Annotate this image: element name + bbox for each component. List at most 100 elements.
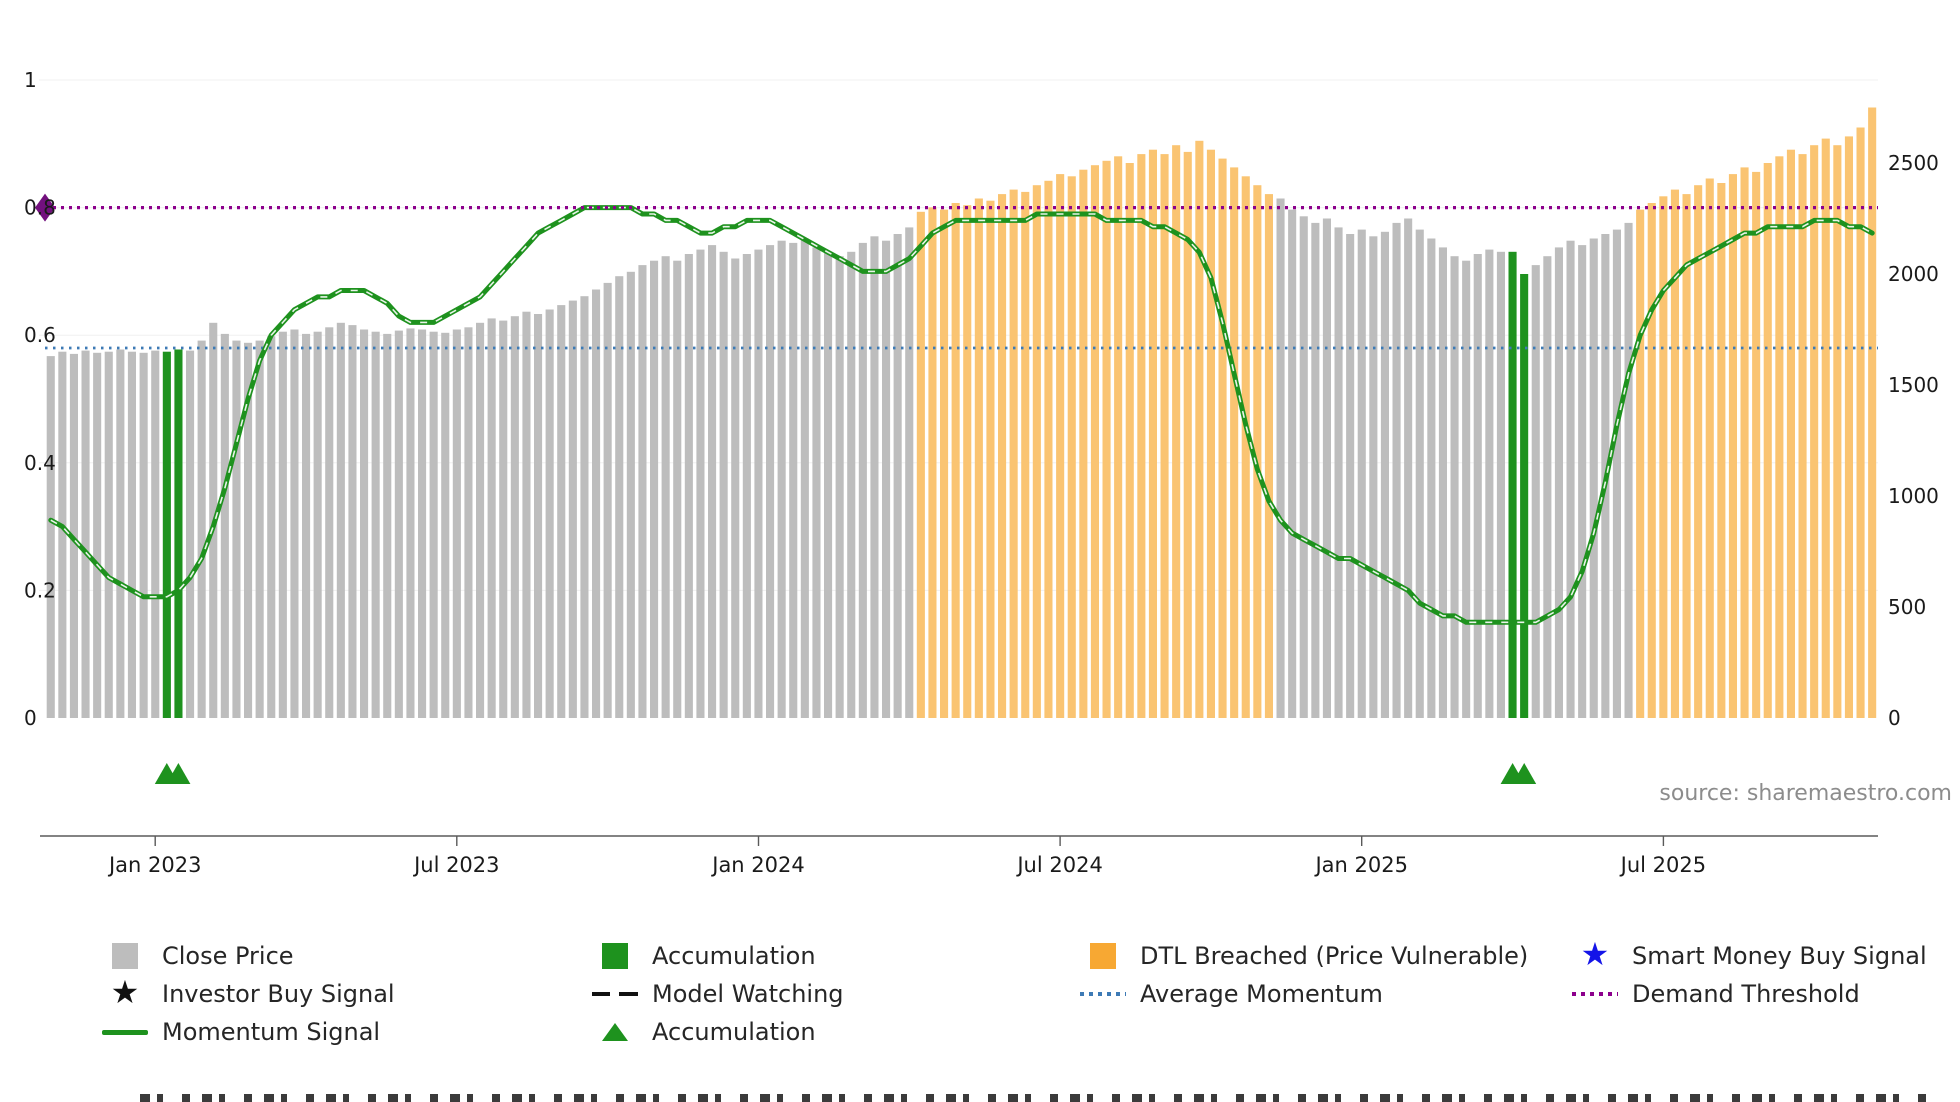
close-price-bar [1218, 158, 1227, 719]
close-price-bar [1264, 194, 1273, 719]
x-axis-tick-label: Jan 2024 [710, 853, 805, 877]
close-price-bar [1392, 222, 1401, 718]
close-price-bar [476, 322, 485, 718]
legend-item-investor-buy-signal: ★ Investor Buy Signal [100, 975, 395, 1013]
close-price-bar [1404, 218, 1413, 718]
close-price-bar [1520, 274, 1529, 718]
legend-item-model-watching: Model Watching [590, 975, 844, 1013]
close-price-bar [870, 236, 879, 719]
close-price-bar [603, 282, 612, 718]
close-price-bar [1206, 149, 1215, 718]
close-price-bar [1636, 209, 1645, 718]
close-price-bar [244, 342, 253, 718]
close-price-bar [1380, 231, 1389, 719]
close-price-bar [568, 300, 577, 718]
close-price-bar [1798, 154, 1807, 719]
close-price-bar [302, 333, 311, 718]
close-price-bar [1589, 238, 1598, 718]
close-price-bar [186, 350, 195, 718]
legend-item-label: Average Momentum [1140, 980, 1383, 1008]
close-price-bar [1763, 163, 1772, 718]
x-axis-tick-label: Jul 2024 [1015, 853, 1102, 877]
close-price-bar [116, 349, 125, 718]
close-price-bar [1694, 185, 1703, 718]
legend-item-label: Model Watching [652, 980, 844, 1008]
close-price-bar [1322, 218, 1331, 718]
close-price-bar [464, 327, 473, 718]
close-price-bar [1114, 156, 1123, 719]
close-price-bar [267, 336, 276, 718]
close-price-bar [360, 329, 369, 718]
close-price-bar [696, 249, 705, 718]
close-price-bar [371, 331, 380, 718]
close-price-bar [1311, 222, 1320, 718]
close-price-bar [963, 205, 972, 718]
legend-item-momentum-signal: Momentum Signal [100, 1013, 395, 1051]
close-price-bar [174, 349, 183, 718]
close-price-bar [499, 320, 508, 718]
close-price-bar [557, 305, 566, 718]
close-price-bar [1346, 234, 1355, 718]
left-axis-tick-label: 1 [24, 68, 37, 92]
close-price-bar [847, 251, 856, 719]
right-axis-tick-label: 2000 [1888, 262, 1939, 286]
legend-item-label: Close Price [162, 942, 294, 970]
left-axis-tick-label: 0 [24, 706, 37, 730]
close-price-bar [1102, 160, 1111, 719]
close-price-bar [882, 240, 891, 718]
close-price-bar [1682, 194, 1691, 719]
triangle-icon [590, 1023, 640, 1041]
close-price-bar [336, 322, 345, 718]
square-icon [1078, 943, 1128, 969]
close-price-bar [1844, 136, 1853, 718]
close-price-bar [1021, 191, 1030, 718]
legend-item-accumulation: Accumulation [590, 1013, 844, 1051]
close-price-bar [951, 203, 960, 718]
legend-item-label: Demand Threshold [1632, 980, 1860, 1008]
cropped-text-row [140, 1094, 1930, 1102]
close-price-bar [429, 331, 438, 718]
close-price-bar [220, 333, 229, 718]
legend-item-label: Accumulation [652, 942, 816, 970]
left-axis-tick-label: 0.4 [24, 451, 56, 475]
close-price-bar [1647, 203, 1656, 718]
close-price-bar [1856, 127, 1865, 718]
close-price-bar [348, 325, 357, 718]
right-axis-tick-label: 0 [1888, 706, 1901, 730]
close-price-bar [1450, 256, 1459, 718]
dashed-line-icon [590, 992, 640, 996]
close-price-bar [1728, 174, 1737, 719]
close-price-bar [197, 340, 206, 718]
source-note: source: sharemaestro.com [1659, 781, 1952, 806]
legend-column-3: DTL Breached (Price Vulnerable) Average M… [1078, 937, 1528, 1013]
close-price-bar [1508, 251, 1517, 719]
close-price-bar [684, 254, 693, 718]
close-price-bar [1183, 151, 1192, 718]
close-price-bar [1752, 171, 1761, 718]
close-price-bar [1868, 107, 1877, 718]
close-price-bar [1427, 238, 1436, 718]
close-price-bar [1717, 183, 1726, 718]
legend-column-1: Close Price ★ Investor Buy Signal Momentum … [100, 937, 395, 1051]
close-price-bar [1276, 198, 1285, 718]
close-price-bar [522, 311, 531, 718]
legend-item-label: DTL Breached (Price Vulnerable) [1140, 942, 1529, 970]
dotted-line-icon [1078, 992, 1128, 996]
x-axis-tick-label: Jul 2025 [1619, 853, 1706, 877]
close-price-bar [615, 276, 624, 718]
close-price-bar [418, 329, 427, 718]
close-price-bar [742, 254, 751, 718]
star-icon: ★ [1580, 935, 1610, 973]
close-price-bar [1705, 178, 1714, 718]
close-price-bar [81, 350, 90, 718]
legend-column-4: ★ Smart Money Buy Signal Demand Threshold [1570, 937, 1927, 1013]
demand-threshold-marker-icon [35, 193, 55, 222]
close-price-bar [1357, 229, 1366, 718]
close-price-bar [325, 327, 334, 718]
close-price-bar [708, 245, 717, 718]
price-momentum-chart: source: sharemaestro.com 00.20.40.60.810… [24, 68, 1952, 877]
close-price-bar [1670, 189, 1679, 719]
close-price-bar [789, 242, 798, 718]
right-axis-tick-label: 2500 [1888, 151, 1939, 175]
x-axis-tick-label: Jul 2023 [412, 853, 499, 877]
